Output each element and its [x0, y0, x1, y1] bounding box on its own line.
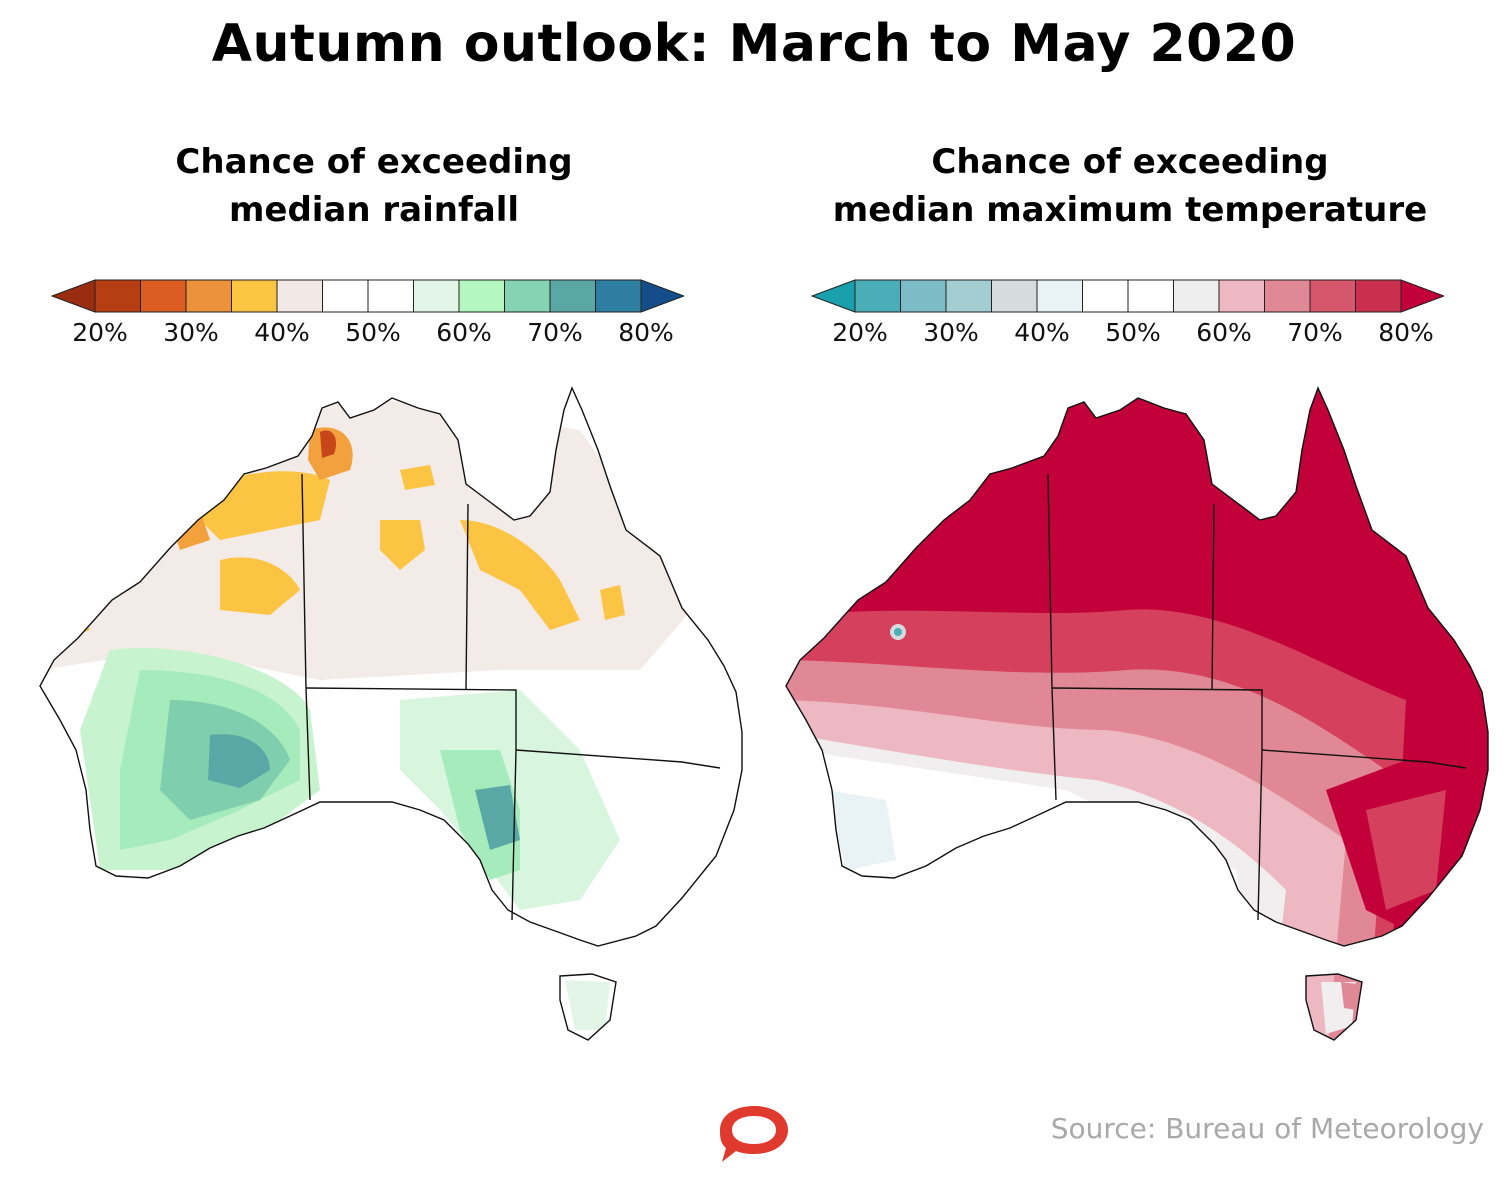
- rainfall-title-line2: median rainfall: [228, 190, 520, 230]
- temperature-map-fill: [786, 388, 1488, 1040]
- temperature-colorbar-segment: [1082, 279, 1129, 313]
- temperature-title-line2: median maximum temperature: [832, 190, 1428, 230]
- rainfall-legend-ticks: 20% 30% 40% 50% 60% 70% 80%: [50, 318, 684, 352]
- rainfall-tick: 50%: [345, 318, 401, 347]
- rainfall-tick: 30%: [163, 318, 219, 347]
- temperature-colorbar-segment: [1036, 279, 1083, 313]
- temperature-colorbar-segment: [1355, 279, 1402, 313]
- temperature-colorbar-legend: 20% 30% 40% 50% 60% 70% 80%: [810, 276, 1444, 356]
- temperature-colorbar-segment: [991, 279, 1038, 313]
- rainfall-panel-title: Chance of exceeding median rainfall: [74, 138, 674, 234]
- temperature-tick: 60%: [1196, 318, 1252, 347]
- temperature-colorbar-segment: [1173, 279, 1220, 313]
- rainfall-colorbar-segment: [185, 279, 232, 313]
- rainfall-colorbar-low-arrow: [50, 279, 96, 313]
- temperature-title-line1: Chance of exceeding: [931, 142, 1329, 182]
- rainfall-colorbar-segment: [94, 279, 141, 313]
- temperature-legend-ticks: 20% 30% 40% 50% 60% 70% 80%: [810, 318, 1444, 352]
- temperature-map-outline: [785, 386, 1489, 1041]
- temperature-colorbar-segment: [1127, 279, 1174, 313]
- rainfall-tick: 60%: [436, 318, 492, 347]
- rainfall-title-line1: Chance of exceeding: [175, 142, 573, 182]
- temperature-tick: 20%: [832, 318, 888, 347]
- temperature-panel-title: Chance of exceeding median maximum tempe…: [790, 138, 1470, 234]
- source-credit: Source: Bureau of Meteorology: [1050, 1112, 1484, 1145]
- rainfall-colorbar-segment: [504, 279, 551, 313]
- temperature-colorbar-segment: [900, 279, 947, 313]
- rainfall-colorbar-segment: [322, 279, 369, 313]
- rainfall-colorbar-segment: [413, 279, 460, 313]
- temperature-colorbar: [810, 279, 1444, 313]
- rainfall-map: [39, 386, 743, 1041]
- rainfall-colorbar-segment: [231, 279, 278, 313]
- speech-bubble-icon: [720, 1106, 788, 1162]
- rainfall-tick: 70%: [527, 318, 583, 347]
- temperature-colorbar-segment: [1264, 279, 1311, 313]
- rainfall-tick: 40%: [254, 318, 310, 347]
- rainfall-colorbar-segment: [458, 279, 505, 313]
- temperature-colorbar-segment: [854, 279, 901, 313]
- temperature-colorbar-segment: [945, 279, 992, 313]
- temperature-tick: 40%: [1014, 318, 1070, 347]
- rainfall-colorbar-segment: [367, 279, 414, 313]
- rainfall-colorbar-high-arrow: [640, 279, 684, 313]
- rainfall-tick: 80%: [618, 318, 674, 347]
- temperature-colorbar-segment: [1309, 279, 1356, 313]
- rainfall-colorbar-segment: [549, 279, 596, 313]
- temperature-colorbar-low-arrow: [810, 279, 856, 313]
- temperature-tick: 80%: [1378, 318, 1434, 347]
- rainfall-map-fill: [40, 388, 742, 1040]
- temperature-tick: 30%: [923, 318, 979, 347]
- rainfall-colorbar-legend: 20% 30% 40% 50% 60% 70% 80%: [50, 276, 684, 356]
- page-title: Autumn outlook: March to May 2020: [211, 14, 1297, 74]
- temperature-tick: 50%: [1105, 318, 1161, 347]
- rainfall-colorbar-segment: [276, 279, 323, 313]
- rainfall-colorbar-segment: [595, 279, 642, 313]
- rainfall-colorbar-segment: [140, 279, 187, 313]
- rainfall-tick: 20%: [72, 318, 128, 347]
- temperature-colorbar-high-arrow: [1400, 279, 1444, 313]
- rainfall-map-outline: [39, 386, 743, 1041]
- rainfall-colorbar: [50, 279, 684, 313]
- temperature-tick: 70%: [1287, 318, 1343, 347]
- temperature-colorbar-segment: [1218, 279, 1265, 313]
- temperature-map: [785, 386, 1489, 1041]
